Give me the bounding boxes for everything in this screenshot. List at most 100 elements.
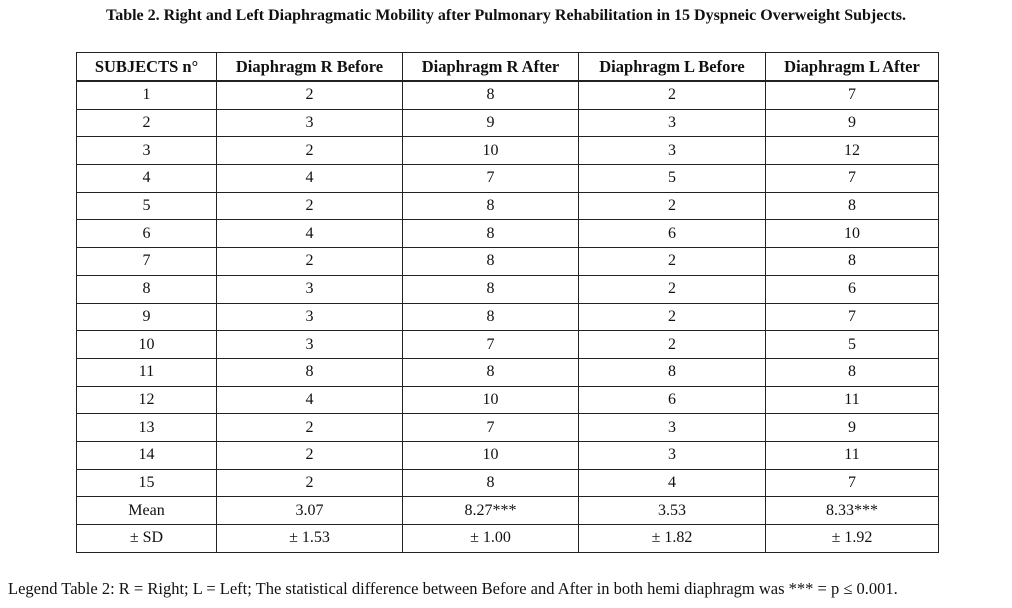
table-cell-subjects: 4 <box>76 164 217 193</box>
table-cell-diaphragm-r-after: 10 <box>402 385 579 415</box>
table-cell-diaphragm-l-after: 5 <box>765 330 939 359</box>
table-cell-subjects: 13 <box>76 413 217 442</box>
table-cell-diaphragm-r-after: 7 <box>402 164 579 193</box>
table-cell-diaphragm-r-before: 3 <box>216 108 403 138</box>
table-cell-diaphragm-r-after: 10 <box>402 440 579 470</box>
table-cell-diaphragm-r-before: 3.07 <box>216 496 403 525</box>
table-cell-diaphragm-r-after: ± 1.00 <box>402 524 579 553</box>
table-row: 14 2 10 3 11 <box>76 440 939 470</box>
table-cell-diaphragm-r-after: 8 <box>402 247 579 276</box>
table-cell-diaphragm-l-after: 11 <box>765 385 939 415</box>
table-cell-diaphragm-l-after: 9 <box>765 108 939 138</box>
table-cell-subjects: 12 <box>76 385 217 415</box>
table-body: 1 2 8 2 7 2 3 9 3 9 3 2 10 3 12 4 4 7 5 7 5 2 8 2 8 6 4 8 6 10 7 2 8 2 8 8 3… <box>76 80 939 553</box>
table-cell-diaphragm-l-before: 3 <box>578 136 766 166</box>
table-cell-diaphragm-r-before: 8 <box>216 357 403 387</box>
table-cell-diaphragm-l-after: ± 1.92 <box>765 524 939 553</box>
table-row: 12 4 10 6 11 <box>76 385 939 415</box>
table-cell-diaphragm-l-before: 6 <box>578 219 766 249</box>
table-cell-diaphragm-l-after: 6 <box>765 274 939 304</box>
table-cell-subjects: 10 <box>76 330 217 359</box>
table-cell-diaphragm-r-after: 7 <box>402 413 579 442</box>
table-cell-diaphragm-l-before: 6 <box>578 385 766 415</box>
table-cell-diaphragm-l-after: 11 <box>765 440 939 470</box>
table-cell-subjects: 9 <box>76 302 217 332</box>
column-header-diaphragm-l-before: Diaphragm L Before <box>578 52 766 82</box>
table-cell-diaphragm-r-before: 4 <box>216 385 403 415</box>
table-cell-diaphragm-r-after: 7 <box>402 330 579 359</box>
table-cell-diaphragm-r-before: 4 <box>216 164 403 193</box>
table-header-row: SUBJECTS n° Diaphragm R Before Diaphragm… <box>76 52 939 82</box>
table-cell-diaphragm-l-before: 3.53 <box>578 496 766 525</box>
column-header-subjects: SUBJECTS n° <box>76 52 217 82</box>
table-cell-diaphragm-r-before: 2 <box>216 247 403 276</box>
table-cell-diaphragm-l-after: 8 <box>765 191 939 221</box>
table-row: 15 2 8 4 7 <box>76 468 939 498</box>
table-cell-diaphragm-l-after: 7 <box>765 80 939 110</box>
table-cell-subjects: 3 <box>76 136 217 166</box>
table-cell-diaphragm-r-before: 2 <box>216 440 403 470</box>
table-cell-subjects: 6 <box>76 219 217 249</box>
table-cell-diaphragm-r-before: 2 <box>216 413 403 442</box>
table-cell-subjects: 2 <box>76 108 217 138</box>
table-cell-diaphragm-r-before: 2 <box>216 136 403 166</box>
table-cell-diaphragm-r-before: 2 <box>216 191 403 221</box>
table-cell-subjects: 11 <box>76 357 217 387</box>
table-cell-subjects: 5 <box>76 191 217 221</box>
table-cell-diaphragm-r-before: 4 <box>216 219 403 249</box>
table-cell-diaphragm-r-before: 3 <box>216 274 403 304</box>
table-cell-diaphragm-r-after: 9 <box>402 108 579 138</box>
table-cell-diaphragm-l-before: 3 <box>578 108 766 138</box>
table-cell-diaphragm-l-after: 10 <box>765 219 939 249</box>
table-cell-diaphragm-l-after: 7 <box>765 302 939 332</box>
table-cell-subjects: 14 <box>76 440 217 470</box>
table-cell-diaphragm-r-after: 8 <box>402 357 579 387</box>
table-legend: Legend Table 2: R = Right; L = Left; The… <box>8 579 898 598</box>
table-cell-diaphragm-r-after: 8.27*** <box>402 496 579 525</box>
table-cell-diaphragm-l-before: 3 <box>578 413 766 442</box>
table-row: 6 4 8 6 10 <box>76 219 939 249</box>
table-cell-diaphragm-l-after: 8.33*** <box>765 496 939 525</box>
table-cell-diaphragm-r-before: 3 <box>216 302 403 332</box>
table-cell-subjects: 7 <box>76 247 217 276</box>
table-cell-diaphragm-l-before: 2 <box>578 330 766 359</box>
table-cell-diaphragm-l-before: 2 <box>578 274 766 304</box>
table-row: ± SD ± 1.53 ± 1.00 ± 1.82 ± 1.92 <box>76 524 939 553</box>
table-cell-subjects: 15 <box>76 468 217 498</box>
table-row: 10 3 7 2 5 <box>76 330 939 359</box>
table-cell-diaphragm-r-after: 8 <box>402 219 579 249</box>
table-cell-diaphragm-l-before: 5 <box>578 164 766 193</box>
table-cell-diaphragm-r-after: 8 <box>402 468 579 498</box>
table-cell-diaphragm-l-after: 8 <box>765 247 939 276</box>
column-header-diaphragm-r-before: Diaphragm R Before <box>216 52 403 82</box>
table-cell-diaphragm-r-before: 2 <box>216 468 403 498</box>
table-cell-diaphragm-l-after: 9 <box>765 413 939 442</box>
table-cell-diaphragm-l-before: 2 <box>578 302 766 332</box>
table-cell-diaphragm-l-before: 8 <box>578 357 766 387</box>
table-cell-subjects: 1 <box>76 80 217 110</box>
table-row: Mean 3.07 8.27*** 3.53 8.33*** <box>76 496 939 525</box>
table-cell-diaphragm-r-after: 10 <box>402 136 579 166</box>
table-cell-diaphragm-r-before: 2 <box>216 80 403 110</box>
table-cell-diaphragm-r-after: 8 <box>402 80 579 110</box>
table-caption: Table 2. Right and Left Diaphragmatic Mo… <box>106 7 906 24</box>
table-cell-diaphragm-r-after: 8 <box>402 191 579 221</box>
table-cell-diaphragm-l-before: ± 1.82 <box>578 524 766 553</box>
table-row: 3 2 10 3 12 <box>76 136 939 166</box>
table-cell-diaphragm-l-before: 2 <box>578 80 766 110</box>
table-cell-subjects: Mean <box>76 496 217 525</box>
table-cell-diaphragm-l-before: 3 <box>578 440 766 470</box>
table-cell-diaphragm-r-before: ± 1.53 <box>216 524 403 553</box>
table-cell-diaphragm-l-after: 7 <box>765 164 939 193</box>
table-cell-diaphragm-r-after: 8 <box>402 274 579 304</box>
table-cell-diaphragm-l-before: 2 <box>578 247 766 276</box>
table-cell-diaphragm-l-before: 4 <box>578 468 766 498</box>
table-cell-diaphragm-r-after: 8 <box>402 302 579 332</box>
table-cell-subjects: ± SD <box>76 524 217 553</box>
